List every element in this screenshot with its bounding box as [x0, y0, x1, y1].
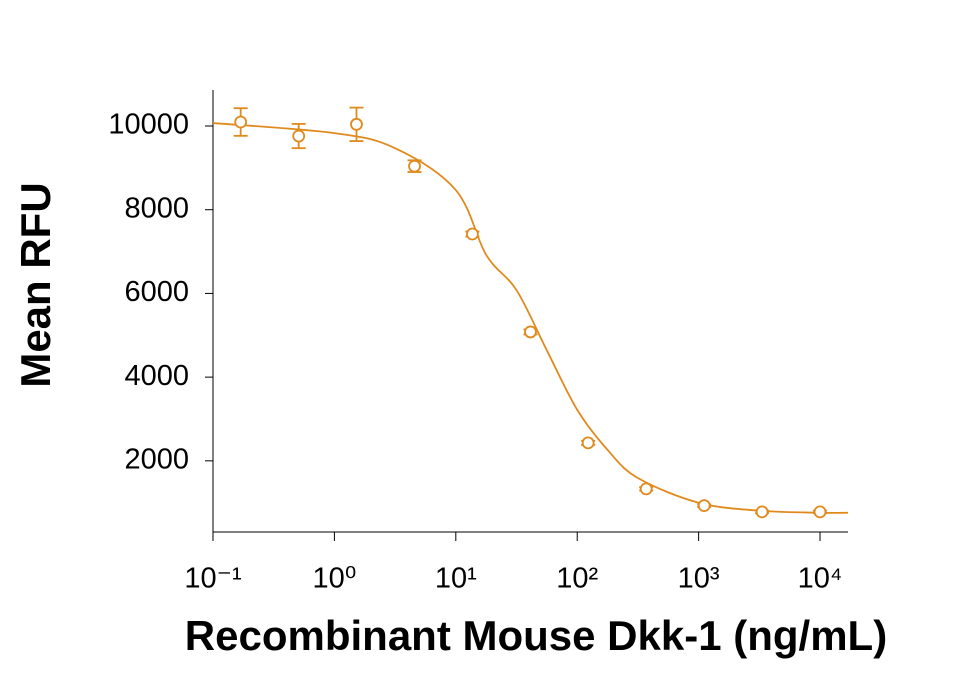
data-point: [813, 505, 827, 519]
y-axis-title: Mean RFU: [12, 182, 59, 387]
x-tick-label: 10⁰: [312, 563, 356, 595]
data-point: [755, 505, 769, 519]
data-point: [466, 227, 479, 241]
data-point: [234, 115, 248, 129]
x-tick-label: 10²: [556, 563, 598, 595]
data-point: [524, 325, 537, 339]
fit-curve: [212, 122, 849, 514]
data-point: [408, 159, 421, 173]
y-tick-label: 10000: [108, 109, 189, 141]
y-tick-label: 2000: [124, 444, 189, 476]
x-tick-label: 10¹: [435, 563, 477, 595]
x-tick-label: 10⁴: [798, 563, 843, 595]
data-point: [581, 436, 595, 450]
data-point: [697, 499, 711, 513]
data-point: [639, 482, 653, 496]
x-tick-label: 10⁻¹: [184, 563, 242, 595]
x-axis-title: Recombinant Mouse Dkk-1 (ng/mL): [185, 612, 887, 659]
y-tick-label: 4000: [124, 360, 189, 392]
y-tick-label: 8000: [124, 192, 189, 224]
data-point: [292, 129, 306, 143]
y-tick-label: 6000: [124, 276, 189, 308]
data-point: [350, 117, 363, 131]
x-tick-label: 10³: [678, 563, 720, 595]
